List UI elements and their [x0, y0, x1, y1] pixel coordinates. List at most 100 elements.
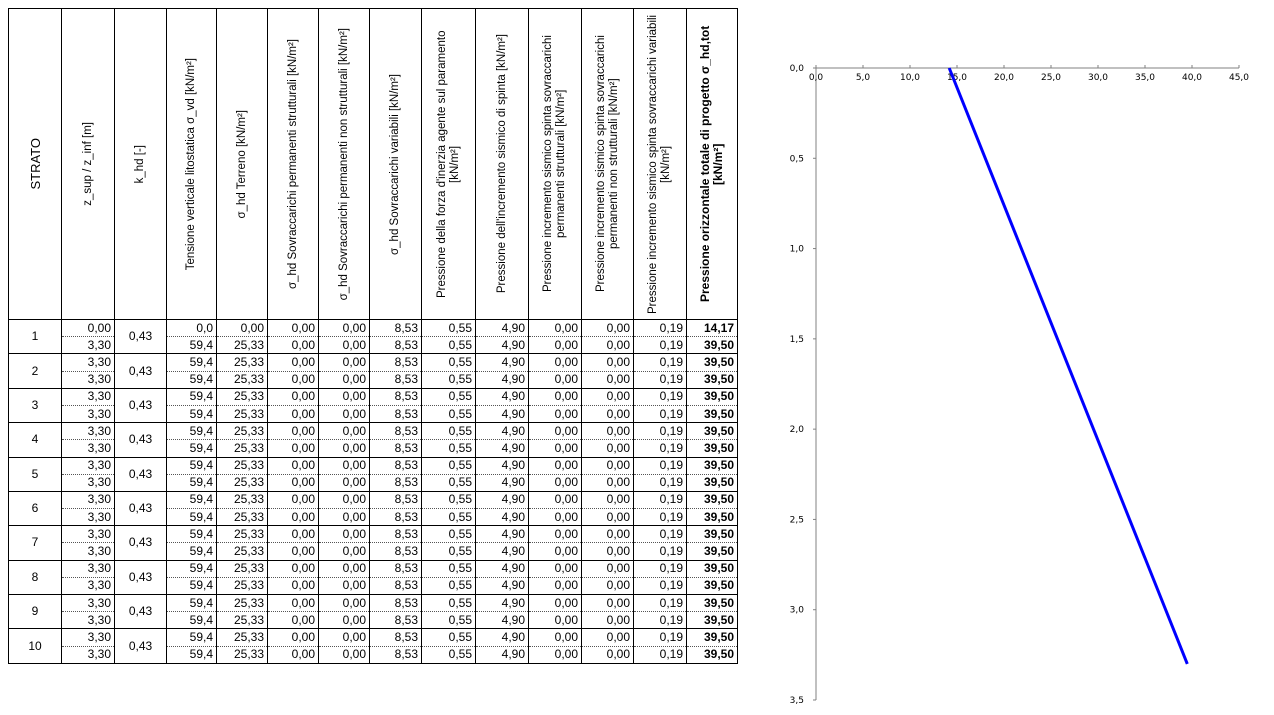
value-cell: 0,00 [528, 474, 582, 492]
value-cell: 4,90 [475, 646, 529, 664]
value-cell: 4,90 [475, 611, 529, 630]
value-cell: 8,53 [369, 474, 422, 492]
value-cell: 0,19 [633, 371, 687, 389]
value-cell: 25,33 [216, 508, 268, 527]
value-cell: 0,00 [528, 388, 582, 406]
value-cell: 0,19 [633, 319, 687, 338]
value-cell: 8,53 [369, 439, 422, 458]
value-cell: 3,30 [61, 371, 115, 389]
khd-cell: 0,43 [114, 422, 167, 458]
header-variabili: σ_hd Sovraccarichi variabili [kN/m²] [369, 8, 422, 320]
value-cell: 25,33 [216, 439, 268, 458]
value-cell: 0,00 [581, 422, 634, 441]
value-cell: 0,55 [421, 439, 476, 458]
value-cell: 0,00 [318, 594, 370, 613]
value-cell: 0,00 [318, 560, 370, 578]
value-cell: 25,33 [216, 628, 268, 647]
value-cell: 25,33 [216, 577, 268, 596]
value-cell: 8,53 [369, 336, 422, 355]
value-cell: 25,33 [216, 457, 268, 475]
value-cell: 0,00 [528, 353, 582, 372]
value-cell: 8,53 [369, 611, 422, 630]
x-tick-label: 0,0 [809, 73, 824, 83]
strato-label: 9 [8, 594, 62, 630]
strato-label: 6 [8, 491, 62, 527]
value-cell: 0,00 [528, 628, 582, 647]
total-cell: 39,50 [686, 577, 738, 596]
x-tick-label: 30,0 [1088, 73, 1108, 83]
value-cell: 3,30 [61, 611, 115, 630]
value-cell: 0,55 [421, 646, 476, 664]
value-cell: 0,00 [581, 457, 634, 475]
value-cell: 0,00 [581, 560, 634, 578]
value-cell: 0,00 [318, 577, 370, 596]
strato-label: 5 [8, 457, 62, 492]
y-tick-label: 2,5 [790, 515, 804, 525]
header-sismico_var: Pressione incremento sismico spinta sovr… [633, 8, 687, 320]
table-row: 4 3,30 0,43 59,4 25,33 0,00 0,00 8,53 0,55 4,90 0,… [8, 422, 738, 458]
value-cell: 8,53 [369, 422, 422, 441]
value-cell: 8,53 [369, 628, 422, 647]
value-cell: 0,00 [318, 405, 370, 424]
value-cell: 0,00 [581, 646, 634, 664]
value-cell: 0,00 [267, 388, 319, 406]
header-perm_strut: σ_hd Sovraccarichi permanenti struttural… [267, 8, 319, 320]
value-cell: 0,00 [318, 646, 370, 664]
value-cell: 4,90 [475, 336, 529, 355]
y-tick-label: 2,0 [790, 425, 805, 435]
total-cell: 39,50 [686, 525, 738, 544]
value-cell: 0,00 [318, 353, 370, 372]
value-cell: 3,30 [61, 353, 115, 372]
strato-label: 10 [8, 628, 62, 664]
value-cell: 0,00 [267, 491, 319, 510]
value-cell: 0,00 [318, 508, 370, 527]
header-terreno: σ_hd Terreno [kN/m²] [216, 8, 268, 320]
table-row: 2 3,30 0,43 59,4 25,33 0,00 0,00 8,53 0,55 4,90 0,… [8, 353, 738, 389]
pressure-depth-chart: 0,0 5,0 10,0 15,0 20,0 25,0 30,0 35,0 40,0 45,0 0,… [790, 64, 1250, 706]
x-tick-label: 35,0 [1135, 73, 1155, 83]
total-cell: 39,50 [686, 628, 738, 647]
value-cell: 3,30 [61, 525, 115, 544]
table-row: 3,30 59,4 25,33 0,00 0,00 8,53 0,55 4,90 0,00 0,0… [9, 336, 738, 355]
value-cell: 0,00 [528, 371, 582, 389]
table-row: 3,30 59,4 25,33 0,00 0,00 8,53 0,55 4,90 0,00 0,0… [9, 542, 738, 561]
value-cell: 3,30 [61, 491, 115, 510]
value-cell: 8,53 [369, 319, 422, 338]
value-cell: 3,30 [61, 508, 115, 527]
table-row: 1 0,00 0,43 0,0 0,00 0,00 0,00 8,53 0,55 4,90 0,00… [8, 319, 738, 355]
value-cell: 0,00 [318, 457, 370, 475]
value-cell: 25,33 [216, 405, 268, 424]
value-cell: 59,4 [166, 457, 217, 475]
value-cell: 0,00 [267, 439, 319, 458]
header-label: σ_hd Sovraccarichi permanenti non strutt… [337, 27, 350, 301]
value-cell: 0,19 [633, 336, 687, 355]
value-cell: 0,00 [581, 577, 634, 596]
table-row: 10 3,30 0,43 59,4 25,33 0,00 0,00 8,53 0,55 4,90 0… [8, 628, 738, 664]
value-cell: 0,00 [267, 319, 319, 338]
strato-label: 4 [8, 422, 62, 458]
value-cell: 4,90 [475, 525, 529, 544]
x-tick-label: 20,0 [994, 73, 1014, 83]
value-cell: 0,00 [581, 542, 634, 561]
value-cell: 0,19 [633, 525, 687, 544]
value-cell: 59,4 [166, 525, 217, 544]
value-cell: 4,90 [475, 628, 529, 647]
value-cell: 0,55 [421, 353, 476, 372]
total-cell: 39,50 [686, 646, 738, 664]
header-sismico_spinta: Pressione dell'incremento sismico di spi… [475, 8, 529, 320]
total-cell: 39,50 [686, 353, 738, 372]
total-cell: 39,50 [686, 371, 738, 389]
value-cell: 4,90 [475, 353, 529, 372]
value-cell: 25,33 [216, 542, 268, 561]
total-cell: 39,50 [686, 542, 738, 561]
value-cell: 3,30 [61, 646, 115, 664]
value-cell: 4,90 [475, 474, 529, 492]
value-cell: 0,19 [633, 508, 687, 527]
value-cell: 0,00 [528, 457, 582, 475]
value-cell: 0,19 [633, 422, 687, 441]
value-cell: 0,19 [633, 353, 687, 372]
value-cell: 25,33 [216, 594, 268, 613]
value-cell: 4,90 [475, 371, 529, 389]
value-cell: 59,4 [166, 336, 217, 355]
value-cell: 3,30 [61, 474, 115, 492]
